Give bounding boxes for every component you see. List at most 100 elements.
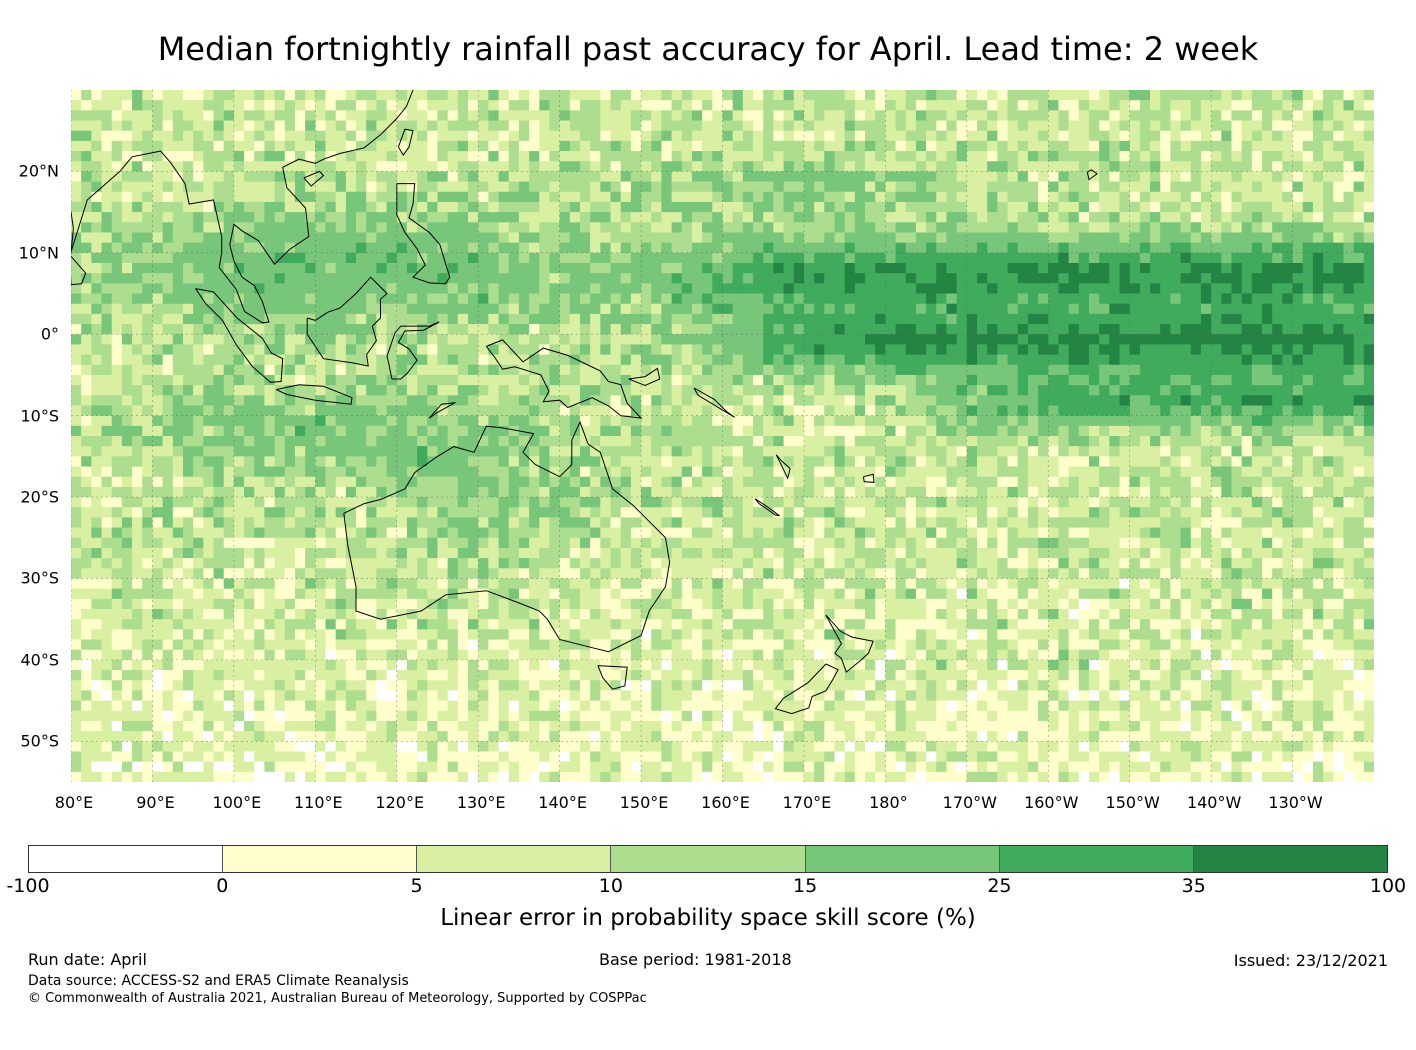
skill-cell bbox=[244, 232, 255, 244]
skill-cell bbox=[396, 334, 408, 346]
skill-cell bbox=[824, 151, 836, 162]
skill-cell bbox=[976, 283, 988, 295]
skill-cell bbox=[1068, 151, 1080, 162]
skill-cell bbox=[203, 201, 215, 213]
skill-cell bbox=[1058, 191, 1070, 203]
skill-cell bbox=[559, 446, 571, 457]
skill-cell bbox=[1150, 90, 1161, 101]
skill-cell bbox=[854, 303, 866, 315]
skill-cell bbox=[956, 232, 968, 244]
skill-cell bbox=[1099, 476, 1110, 488]
skill-cell bbox=[753, 242, 764, 254]
skill-cell bbox=[1129, 222, 1141, 234]
skill-cell bbox=[569, 120, 581, 132]
skill-cell bbox=[457, 232, 469, 244]
skill-cell bbox=[254, 344, 266, 356]
skill-cell bbox=[71, 212, 82, 223]
skill-cell bbox=[132, 120, 143, 132]
skill-cell bbox=[437, 120, 449, 132]
skill-cell bbox=[254, 313, 266, 325]
skill-cell bbox=[1017, 232, 1029, 244]
skill-cell bbox=[773, 181, 785, 193]
skill-cell bbox=[1200, 252, 1212, 264]
skill-cell bbox=[345, 273, 357, 284]
skill-cell bbox=[895, 130, 907, 142]
skill-cell bbox=[671, 201, 683, 213]
skill-cell bbox=[875, 171, 886, 183]
skill-cell bbox=[630, 100, 642, 111]
skill-cell bbox=[376, 293, 388, 305]
skill-cell bbox=[172, 171, 184, 183]
skill-cell bbox=[71, 151, 82, 162]
skill-cell bbox=[620, 252, 632, 264]
skill-cell bbox=[498, 313, 510, 325]
skill-cell bbox=[1109, 436, 1121, 447]
skill-cell bbox=[1200, 283, 1212, 295]
skill-cell bbox=[182, 446, 194, 457]
skill-cell bbox=[630, 232, 642, 244]
skill-cell bbox=[1150, 171, 1161, 183]
skill-cell bbox=[773, 425, 785, 437]
skill-cell bbox=[773, 151, 785, 162]
skill-cell bbox=[406, 476, 418, 488]
skill-cell bbox=[936, 242, 948, 254]
skill-cell bbox=[885, 334, 897, 346]
skill-cell bbox=[478, 252, 489, 264]
skill-cell bbox=[783, 242, 795, 254]
skill-cell bbox=[1048, 252, 1060, 264]
skill-cell bbox=[152, 354, 164, 366]
skill-cell bbox=[579, 283, 591, 295]
skill-cell bbox=[81, 171, 92, 183]
skill-cell bbox=[539, 313, 551, 325]
skill-cell bbox=[814, 334, 825, 346]
skill-cell bbox=[1323, 334, 1334, 346]
skill-cell bbox=[274, 181, 286, 193]
skill-cell bbox=[559, 252, 571, 264]
skill-cell bbox=[488, 415, 500, 427]
skill-cell bbox=[1282, 446, 1294, 457]
skill-cell bbox=[508, 161, 520, 173]
skill-cell bbox=[803, 476, 815, 488]
skill-cell bbox=[895, 446, 907, 457]
skill-cell bbox=[182, 334, 194, 346]
skill-cell bbox=[824, 222, 836, 234]
skill-cell bbox=[600, 374, 612, 386]
skill-cell bbox=[763, 415, 774, 427]
skill-cell bbox=[1241, 252, 1253, 264]
skill-cell bbox=[132, 466, 143, 478]
skill-cell bbox=[1312, 293, 1324, 305]
skill-cell bbox=[1282, 415, 1294, 427]
skill-cell bbox=[193, 201, 204, 213]
skill-cell bbox=[1282, 405, 1294, 417]
skill-cell bbox=[1180, 232, 1192, 244]
skill-cell bbox=[661, 324, 673, 335]
skill-cell bbox=[508, 354, 520, 366]
skill-cell bbox=[966, 466, 978, 478]
skill-cell bbox=[142, 466, 154, 478]
skill-cell bbox=[661, 476, 673, 488]
skill-cell bbox=[854, 242, 866, 254]
skill-cell bbox=[671, 263, 683, 274]
skill-cell bbox=[396, 232, 408, 244]
skill-cell bbox=[1272, 90, 1283, 101]
skill-cell bbox=[417, 436, 428, 447]
skill-cell bbox=[447, 364, 459, 376]
skill-cell bbox=[712, 120, 724, 132]
skill-cell bbox=[1109, 242, 1121, 254]
skill-cell bbox=[203, 232, 215, 244]
skill-cell bbox=[427, 364, 439, 376]
skill-cell bbox=[427, 476, 439, 488]
skill-cell bbox=[1160, 436, 1172, 447]
skill-cell bbox=[437, 364, 449, 376]
skill-cell bbox=[1129, 364, 1141, 376]
skill-cell bbox=[1251, 344, 1263, 356]
skill-cell bbox=[478, 100, 489, 111]
skill-cell bbox=[569, 334, 581, 346]
skill-cell bbox=[427, 456, 439, 468]
skill-cell bbox=[203, 90, 215, 101]
skill-cell bbox=[600, 201, 612, 213]
skill-cell bbox=[854, 334, 866, 346]
skill-cell bbox=[478, 263, 489, 274]
skill-cell bbox=[1190, 232, 1202, 244]
skill-cell bbox=[254, 415, 266, 427]
